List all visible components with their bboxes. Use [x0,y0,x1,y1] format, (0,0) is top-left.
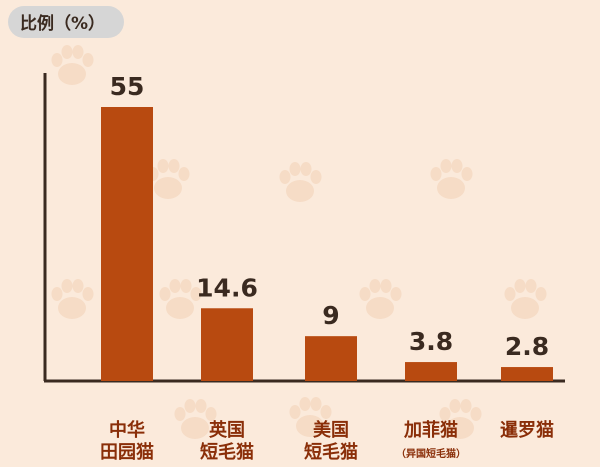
category-label: 美国 [313,419,349,441]
paw-print-icon [439,399,482,439]
paw-print-icon [430,159,473,199]
bars-group [101,107,553,381]
bar-value-label: 14.6 [196,273,258,302]
category-label: 英国 [208,419,245,441]
category-label: 短毛猫 [200,441,254,463]
paw-print-icon [51,279,94,319]
paw-print-icon [159,279,202,319]
category-label: 中华 [109,419,145,441]
bar-value-label: 55 [110,72,145,101]
paw-print-icon [289,397,332,437]
bar [201,308,253,381]
category-label: 暹罗猫 [500,419,554,441]
paw-print-icon [504,279,547,319]
bar [501,367,553,381]
bar-value-label: 3.8 [409,327,453,356]
paw-print-icon [147,159,190,199]
paw-print-icon [174,399,217,439]
paw-print-icon [51,45,94,85]
category-label: 田园猫 [100,441,154,463]
category-label: 短毛猫 [304,441,358,463]
paw-print-icon [279,162,322,202]
bar-value-label: 2.8 [505,332,549,361]
paw-watermark-layer [51,45,547,439]
category-label: 加菲猫 [403,419,458,441]
category-sublabel: （异国短毛猫） [396,447,466,460]
bar-value-label: 9 [322,301,339,330]
paw-print-icon [359,279,402,319]
y-axis-label-pill: 比例（%） [8,6,124,38]
bar [405,362,457,381]
y-axis-label: 比例（%） [20,13,105,34]
value-labels-group: 55 14.6 9 3.8 2.8 [110,72,550,361]
bar [305,336,357,381]
bar [101,107,153,381]
